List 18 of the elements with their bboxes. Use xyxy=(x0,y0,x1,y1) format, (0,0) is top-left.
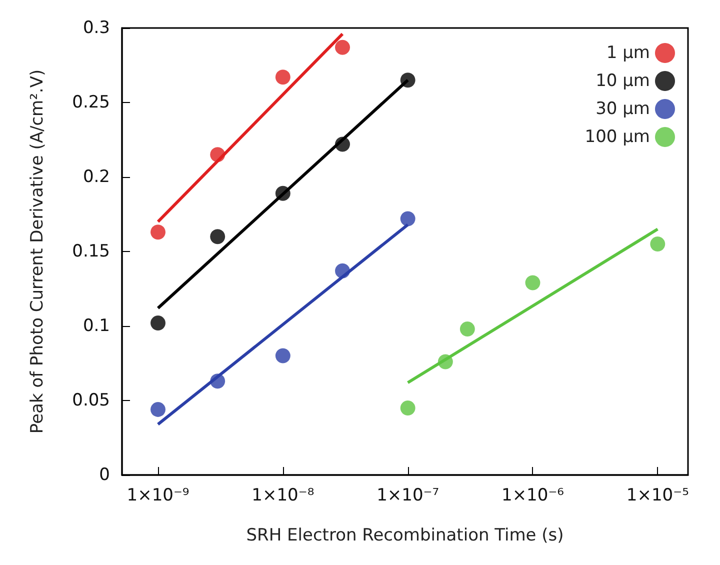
x-tick-label: 1×10⁻⁷ xyxy=(376,486,440,506)
y-tick-label: 0.1 xyxy=(82,316,110,336)
y-tick-label: 0.05 xyxy=(72,390,110,410)
x-tick-label: 1×10⁻⁸ xyxy=(252,486,314,506)
legend-label: 100 µm xyxy=(584,127,650,147)
legend-label: 10 µm xyxy=(596,71,650,91)
x-tick-label: 1×10⁻⁵ xyxy=(626,486,689,506)
x-axis-title: SRH Electron Recombination Time (s) xyxy=(246,526,564,546)
y-tick-label: 0.2 xyxy=(82,167,110,187)
y-axis-title: Peak of Photo Current Derivative (A/cm².V) xyxy=(28,69,48,434)
x-tick-label: 1×10⁻⁶ xyxy=(501,486,564,506)
x-tick-label: 1×10⁻⁹ xyxy=(126,486,190,506)
y-tick-label: 0.15 xyxy=(72,242,110,262)
y-tick-label: 0.3 xyxy=(82,18,110,38)
legend-label: 1 µm xyxy=(606,43,650,63)
y-tick-label: 0 xyxy=(99,465,110,485)
legend-label: 30 µm xyxy=(596,99,650,119)
y-tick-label: 0.25 xyxy=(72,92,110,112)
